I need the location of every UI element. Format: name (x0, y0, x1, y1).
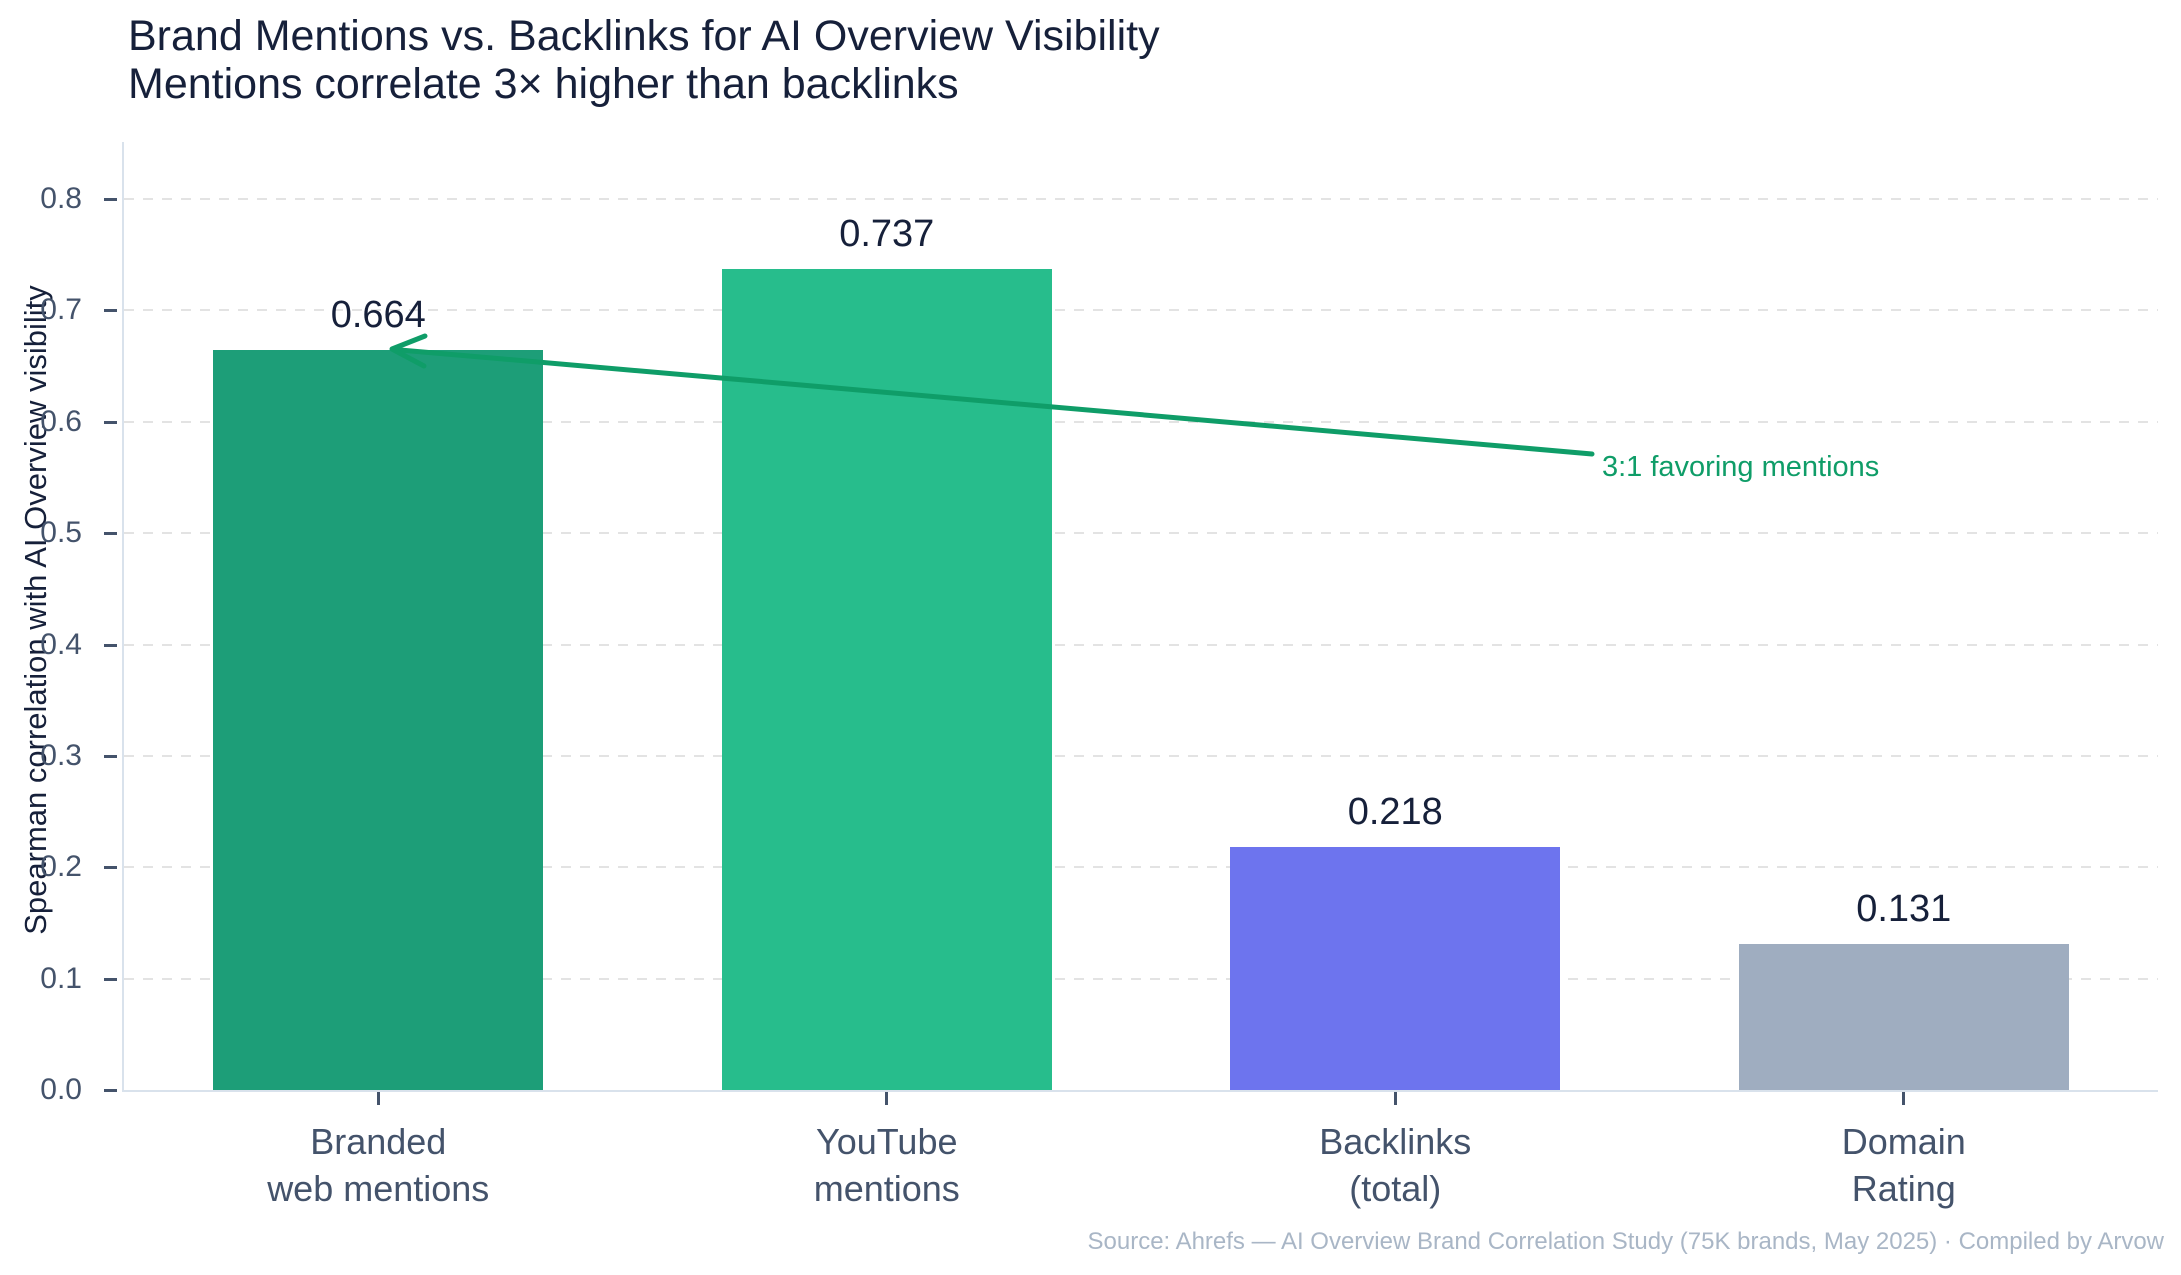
gridline-0.5 (124, 532, 2158, 535)
value-label-domain-rating: 0.131 (1856, 888, 1952, 931)
chart-title: Brand Mentions vs. Backlinks for AI Over… (128, 12, 1160, 60)
y-tick-label-0.4: 0.4 (40, 627, 82, 661)
source-credit: Source: Ahrefs — AI Overview Brand Corre… (1087, 1228, 2164, 1255)
y-axis-line (122, 142, 124, 1090)
gridline-0.3 (124, 754, 2158, 757)
y-tick-label-0.1: 0.1 (40, 961, 82, 995)
gridline-0.2 (124, 866, 2158, 869)
y-tick-mark-0.0 (104, 1089, 117, 1092)
y-tick-mark-0.5 (104, 532, 117, 536)
x-axis-line (122, 1090, 2158, 1092)
x-tick-label-backlinks-total: Backlinks (total) (1319, 1121, 1472, 1209)
x-tick-label-domain-rating: Domain Rating (1841, 1121, 1966, 1209)
x-tick-mark-backlinks-total (1393, 1092, 1397, 1105)
y-tick-label-0.3: 0.3 (40, 738, 82, 772)
x-tick-label-youtube-mentions: YouTube mentions (813, 1121, 960, 1209)
plot-area: 0.0 0.1 0.2 0.3 0.4 0.5 0.6 0.7 0.8 0.664 Branded … (40, 142, 2158, 1209)
y-tick-label-0.2: 0.2 (40, 850, 82, 884)
value-label-branded-web-mentions: 0.664 (330, 294, 426, 337)
chart-subtitle: Mentions correlate 3× higher than backli… (128, 60, 959, 108)
y-tick-mark-0.6 (104, 420, 117, 424)
x-tick-label-branded-web-mentions: Branded web mentions (267, 1121, 490, 1209)
y-tick-label-0.7: 0.7 (40, 293, 82, 327)
gridline-0.4 (124, 643, 2158, 646)
gridline-0.1 (124, 977, 2158, 980)
gridline-0.8 (124, 198, 2158, 200)
y-tick-mark-0.1 (104, 977, 117, 981)
y-tick-mark-0.3 (104, 754, 117, 758)
x-tick-mark-domain-rating (1902, 1092, 1906, 1105)
y-tick-mark-0.2 (104, 866, 117, 870)
y-tick-mark-0.7 (104, 309, 117, 313)
bar-domain-rating (1738, 944, 2069, 1090)
value-label-backlinks-total: 0.218 (1347, 791, 1443, 834)
y-tick-label-0.0: 0.0 (40, 1073, 82, 1106)
y-tick-label-0.5: 0.5 (40, 516, 82, 550)
x-tick-mark-branded-web-mentions (376, 1092, 380, 1105)
bar-backlinks-total (1230, 847, 1561, 1090)
x-tick-mark-youtube-mentions (885, 1092, 889, 1105)
y-tick-label-0.6: 0.6 (40, 404, 82, 438)
y-tick-mark-0.8 (104, 198, 117, 201)
annotation-label: 3:1 favoring mentions (1602, 451, 1880, 483)
y-axis-title: Spearman correlation with AI Overview vi… (18, 285, 53, 935)
gridline-0.7 (124, 309, 2158, 312)
bar-youtube-mentions (721, 269, 1052, 1090)
title-block: Brand Mentions vs. Backlinks for AI Over… (128, 12, 1160, 108)
bar-branded-web-mentions (213, 350, 544, 1090)
value-label-youtube-mentions: 0.737 (839, 213, 935, 256)
y-tick-mark-0.4 (104, 643, 117, 647)
y-tick-label-0.8: 0.8 (40, 182, 82, 215)
